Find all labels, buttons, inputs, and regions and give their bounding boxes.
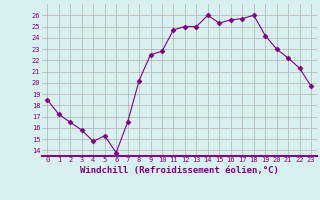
X-axis label: Windchill (Refroidissement éolien,°C): Windchill (Refroidissement éolien,°C)	[80, 166, 279, 175]
